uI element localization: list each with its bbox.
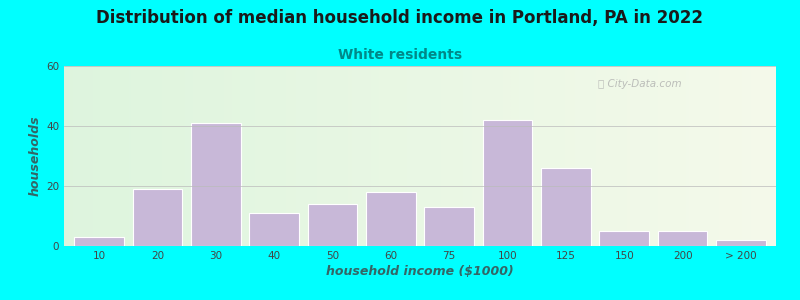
Text: White residents: White residents <box>338 48 462 62</box>
Bar <box>658 231 707 246</box>
Bar <box>74 237 124 246</box>
Bar <box>191 123 241 246</box>
Bar <box>424 207 474 246</box>
Bar <box>482 120 532 246</box>
Bar <box>250 213 299 246</box>
Bar <box>599 231 649 246</box>
Bar <box>541 168 590 246</box>
Bar <box>716 240 766 246</box>
X-axis label: household income ($1000): household income ($1000) <box>326 265 514 278</box>
Bar <box>366 192 416 246</box>
Y-axis label: households: households <box>29 116 42 196</box>
Text: Distribution of median household income in Portland, PA in 2022: Distribution of median household income … <box>97 9 703 27</box>
Bar <box>308 204 358 246</box>
Bar <box>133 189 182 246</box>
Text: ⓘ City-Data.com: ⓘ City-Data.com <box>598 79 682 88</box>
